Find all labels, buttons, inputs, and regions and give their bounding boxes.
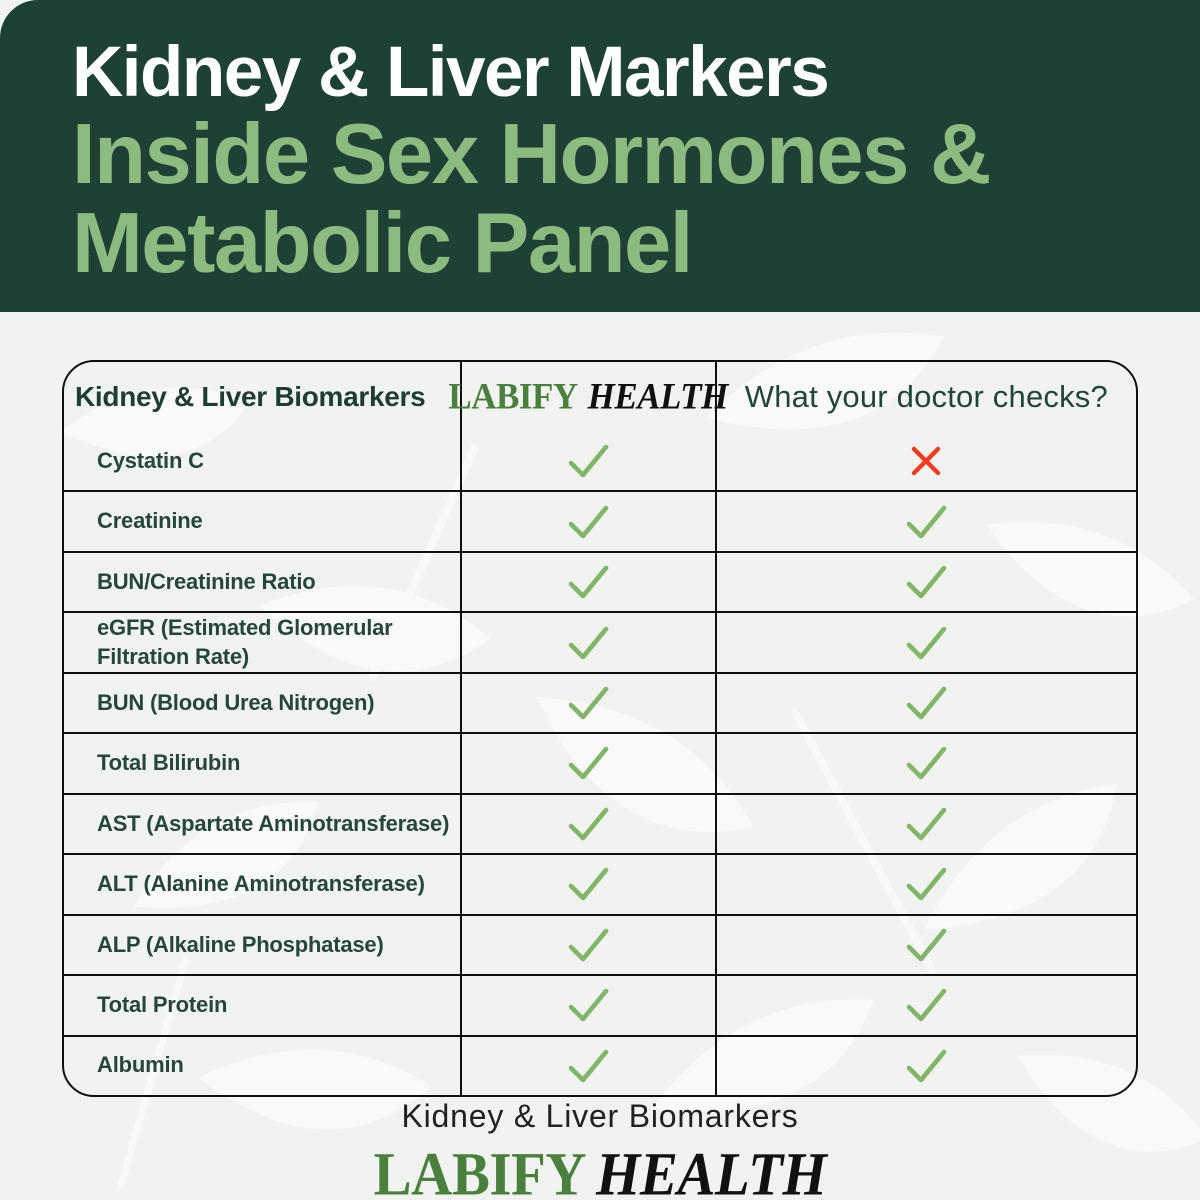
doctor-mark-cell xyxy=(714,1036,1136,1095)
check-icon xyxy=(568,747,609,780)
table-row: ALP (Alkaline Phosphatase) xyxy=(64,913,1136,975)
table-row: Cystatin C xyxy=(64,432,1136,491)
check-icon xyxy=(907,747,947,780)
biomarker-label: eGFR (Estimated Glomerular Filtration Ra… xyxy=(97,614,393,669)
column-header-labify-logo: LABIFY HEALTH xyxy=(448,362,728,432)
labify-mark-cell xyxy=(459,432,715,491)
biomarker-label: Total Bilirubin xyxy=(97,750,241,776)
doctor-mark-cell xyxy=(714,492,1136,551)
labify-mark-cell xyxy=(459,794,715,854)
hero-banner: Kidney & Liver Markers Inside Sex Hormon… xyxy=(0,0,1200,312)
doctor-mark-cell xyxy=(714,794,1136,854)
doctor-mark-cell xyxy=(714,613,1136,672)
column-header-biomarkers: Kidney & Liver Biomarkers xyxy=(75,381,426,412)
logo-word-labify: LABIFY xyxy=(373,1140,587,1200)
check-icon xyxy=(568,505,609,538)
table-header-row: Kidney & Liver Biomarkers LABIFY HEALTH W… xyxy=(64,362,1136,432)
comparison-table: Kidney & Liver Biomarkers LABIFY HEALTH W… xyxy=(62,360,1138,1097)
labify-mark-cell xyxy=(459,613,715,672)
cross-icon xyxy=(912,447,941,476)
biomarker-label: Cystatin C xyxy=(97,447,204,473)
check-icon xyxy=(907,686,947,720)
footer: Kidney & Liver Biomarkers LABIFY HEALTH xyxy=(0,1098,1200,1200)
check-icon xyxy=(907,565,947,599)
table-row: eGFR (Estimated Glomerular Filtration Ra… xyxy=(64,611,1136,672)
check-icon xyxy=(907,988,947,1022)
check-icon xyxy=(907,1049,947,1083)
check-icon xyxy=(568,565,609,599)
check-icon xyxy=(568,444,609,478)
check-icon xyxy=(907,868,947,901)
labify-health-logo: LABIFY HEALTH xyxy=(448,376,728,418)
doctor-mark-cell xyxy=(714,432,1136,491)
labify-mark-cell xyxy=(459,734,715,793)
doctor-mark-cell xyxy=(714,915,1136,975)
page-subtitle-line2: Metabolic Panel xyxy=(72,195,693,291)
biomarker-label: Total Protein xyxy=(97,992,228,1017)
labify-mark-cell xyxy=(459,492,715,551)
doctor-mark-cell xyxy=(714,855,1136,914)
biomarker-label: ALP (Alkaline Phosphatase) xyxy=(97,931,384,957)
check-icon xyxy=(568,686,609,720)
labify-health-logo: LABIFY HEALTH xyxy=(374,1138,827,1200)
table-row: BUN (Blood Urea Nitrogen) xyxy=(64,671,1136,733)
check-icon xyxy=(568,807,609,841)
table-row: Creatinine xyxy=(64,490,1136,551)
check-icon xyxy=(568,928,609,962)
page-title: Kidney & Liver Markers xyxy=(72,33,830,112)
logo-word-labify: LABIFY xyxy=(448,376,578,417)
column-header-doctor: What your doctor checks? xyxy=(714,362,1136,432)
table-row: ALT (Alanine Aminotransferase) xyxy=(64,853,1136,914)
biomarker-label: AST (Aspartate Aminotransferase) xyxy=(97,810,450,836)
labify-mark-cell xyxy=(459,1036,715,1095)
page-subtitle-line1: Inside Sex Hormones & xyxy=(72,107,991,203)
labify-mark-cell xyxy=(459,855,715,914)
table-row: AST (Aspartate Aminotransferase) xyxy=(64,792,1136,854)
biomarker-label: ALT (Alanine Aminotransferase) xyxy=(97,871,425,897)
table-row: Albumin xyxy=(64,1034,1136,1095)
footer-caption: Kidney & Liver Biomarkers xyxy=(401,1098,799,1134)
check-icon xyxy=(568,988,609,1022)
logo-word-health: HEALTH xyxy=(596,1140,827,1200)
doctor-mark-cell xyxy=(714,673,1136,733)
labify-mark-cell xyxy=(459,915,715,975)
biomarker-label: Albumin xyxy=(97,1052,184,1078)
table-row: Total Protein xyxy=(64,974,1136,1035)
table-row: BUN/Creatinine Ratio xyxy=(64,550,1136,612)
check-icon xyxy=(907,626,947,659)
check-icon xyxy=(568,868,609,901)
table-body: Cystatin C Creatinine BUN/Creatinine Ratio… xyxy=(64,432,1136,1095)
footer-logo: LABIFY HEALTH xyxy=(0,1141,1200,1200)
check-icon xyxy=(907,807,947,841)
biomarker-label: BUN/Creatinine Ratio xyxy=(97,568,316,594)
biomarker-label: Creatinine xyxy=(97,508,203,534)
doctor-mark-cell xyxy=(714,976,1136,1035)
labify-mark-cell xyxy=(459,976,715,1035)
doctor-mark-cell xyxy=(714,552,1136,612)
table-row: Total Bilirubin xyxy=(64,732,1136,793)
check-icon xyxy=(907,505,947,538)
check-icon xyxy=(907,928,947,962)
labify-mark-cell xyxy=(459,673,715,733)
check-icon xyxy=(568,1049,609,1083)
check-icon xyxy=(568,626,609,659)
logo-word-health: HEALTH xyxy=(587,376,729,417)
labify-mark-cell xyxy=(459,552,715,612)
biomarker-label: BUN (Blood Urea Nitrogen) xyxy=(97,689,375,715)
doctor-mark-cell xyxy=(714,734,1136,793)
